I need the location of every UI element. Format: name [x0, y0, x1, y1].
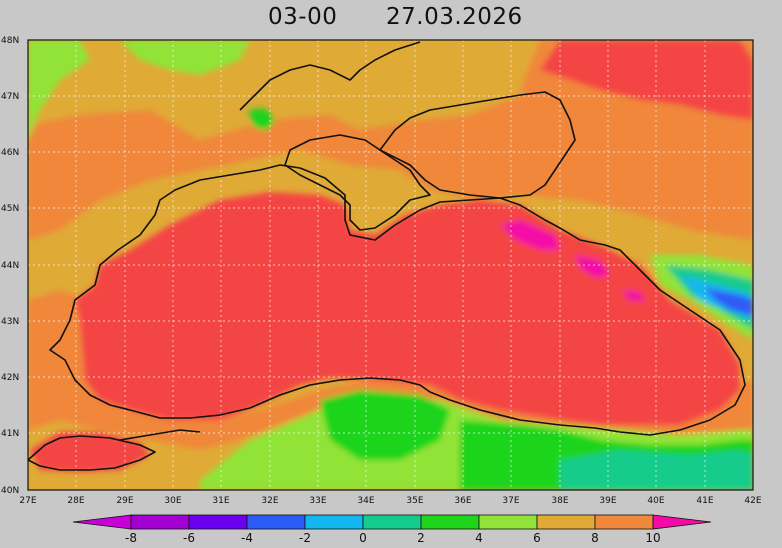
colorbar-segment	[420, 514, 480, 530]
lon-label: 31E	[212, 496, 229, 506]
field-zone-green-south	[320, 390, 450, 460]
lon-label: 30E	[164, 496, 181, 506]
lon-label: 29E	[116, 496, 133, 506]
lat-label: 47N	[1, 92, 19, 102]
field-zone-red-bosporus	[30, 432, 150, 472]
colorbar-label: 10	[645, 531, 660, 545]
lat-label: 46N	[1, 148, 19, 158]
lon-label: 38E	[551, 496, 568, 506]
colorbar-label: -8	[125, 531, 137, 545]
grid-lines	[28, 40, 753, 490]
lon-label: 41E	[696, 496, 713, 506]
field-zone-magenta-patch-2	[622, 290, 645, 302]
field-zone-blue-east	[705, 288, 753, 316]
south-coast-interior	[119, 429, 201, 441]
latitude-labels: 48N 47N 46N 45N 44N 43N 42N 41N 40N	[1, 36, 19, 496]
map-title: 03-00 27.03.2026	[0, 4, 782, 34]
lon-label: 27E	[19, 496, 36, 506]
colorbar-label: -2	[299, 531, 311, 545]
longitude-labels: 27E 28E 29E 30E 31E 32E 33E 34E 35E 36E …	[19, 496, 761, 506]
sea-of-azov-coast	[379, 91, 576, 199]
field-zone-teal-southeast	[560, 450, 753, 490]
colorbar-label: 8	[591, 531, 599, 545]
lon-label: 28E	[67, 496, 84, 506]
lon-label: 32E	[261, 496, 278, 506]
colorbar-label: 2	[417, 531, 425, 545]
lon-label: 42E	[744, 496, 761, 506]
forecast-time: 03-00	[268, 4, 338, 30]
field-zone-light-green-north	[120, 40, 250, 75]
lat-label: 42N	[1, 373, 19, 383]
colorbar-label: -6	[183, 531, 195, 545]
field-zone-magenta-east	[500, 220, 560, 250]
field-zone-red-northeast	[540, 40, 753, 120]
lon-label: 37E	[502, 496, 519, 506]
colorbar-segment	[246, 514, 306, 530]
lon-label: 40E	[647, 496, 664, 506]
lon-label: 34E	[357, 496, 374, 506]
dnieper-estuary	[239, 41, 421, 111]
lon-label: 36E	[454, 496, 471, 506]
colorbar-segment	[130, 514, 190, 530]
colorbar-segment	[536, 514, 596, 530]
colorbar-segment	[594, 514, 654, 530]
map-frame	[27, 39, 754, 491]
colorbar-label: 6	[533, 531, 541, 545]
colorbar-segment	[188, 514, 248, 530]
lat-label: 44N	[1, 261, 19, 271]
colorbar-label: -4	[241, 531, 253, 545]
lat-label: 43N	[1, 317, 19, 327]
lon-label: 35E	[406, 496, 423, 506]
lat-label: 45N	[1, 204, 19, 214]
crimea-coast	[284, 134, 431, 231]
colorbar-label: 4	[475, 531, 483, 545]
colorbar-segment	[304, 514, 364, 530]
field-zone-light-green-west	[28, 40, 90, 140]
black-sea-coast	[49, 164, 746, 436]
field-zone-red-sea	[75, 192, 740, 425]
field-zone-green-sea-of-azov	[248, 108, 275, 130]
colorbar-arrow-left	[72, 514, 132, 530]
forecast-date: 27.03.2026	[386, 4, 523, 30]
lon-label: 33E	[309, 496, 326, 506]
field-zone-magenta-patch	[575, 255, 610, 278]
bosporus-coast	[28, 435, 156, 471]
colorbar-label: 0	[359, 531, 367, 545]
coastlines	[28, 41, 746, 471]
lat-label: 41N	[1, 429, 19, 439]
lat-label: 40N	[1, 486, 19, 496]
lon-label: 39E	[599, 496, 616, 506]
colorbar-arrow-right	[652, 514, 712, 530]
lat-label: 48N	[1, 36, 19, 46]
colorbar-segment	[478, 514, 538, 530]
colorbar: -8 -6 -4 -2 0 2 4 6 8 10	[72, 514, 712, 545]
colorbar-segment	[362, 514, 422, 530]
